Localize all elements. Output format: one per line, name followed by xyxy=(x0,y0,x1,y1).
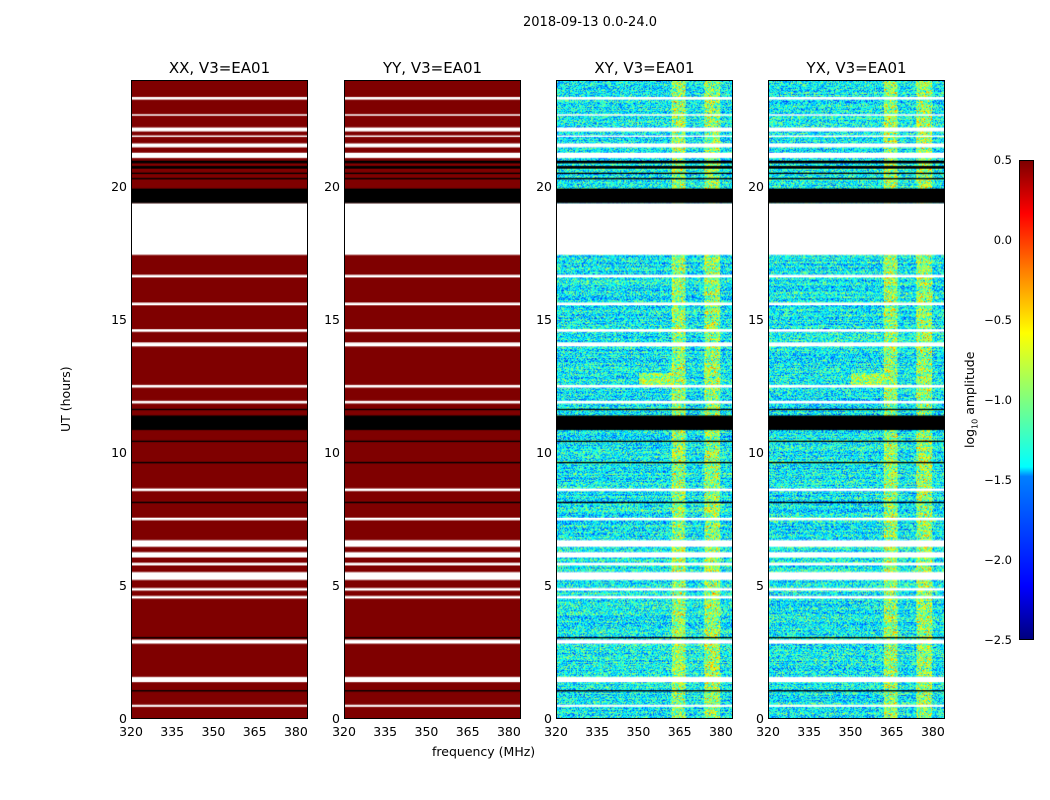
y-tick-label: 0 xyxy=(119,711,127,726)
x-tick-label: 365 xyxy=(667,724,692,739)
x-tick-label: 350 xyxy=(626,724,651,739)
y-tick-label: 5 xyxy=(119,577,127,593)
x-tick-label: 365 xyxy=(879,724,904,739)
y-tick-label: 15 xyxy=(111,311,127,327)
heatmap-cells xyxy=(132,81,307,718)
y-tick-label: 15 xyxy=(536,311,552,327)
x-tick-label: 320 xyxy=(544,724,568,739)
y-tick-label: 20 xyxy=(536,178,552,194)
y-tick-label: 0 xyxy=(544,711,552,726)
panel-title: YX, V3=EA01 xyxy=(806,59,907,77)
colorbar-tick-label: 0.5 xyxy=(993,153,1012,167)
y-tick-label: 5 xyxy=(332,577,340,593)
y-tick-label: 10 xyxy=(111,444,127,460)
x-tick-label: 350 xyxy=(414,724,439,739)
x-tick-label: 380 xyxy=(283,724,308,739)
heatmap-cells xyxy=(557,81,732,718)
x-tick-label: 335 xyxy=(373,724,398,739)
colorbar-tick-label: −1.0 xyxy=(984,393,1012,407)
x-tick-label: 335 xyxy=(160,724,185,739)
panel-title: YY, V3=EA01 xyxy=(382,59,483,77)
y-tick-label: 20 xyxy=(111,178,127,194)
x-tick-label: 320 xyxy=(119,724,143,739)
y-tick-label: 0 xyxy=(756,711,764,726)
x-tick-label: 365 xyxy=(455,724,480,739)
heatmap-panel xyxy=(344,80,521,719)
x-tick-label: 365 xyxy=(242,724,267,739)
colorbar-label: log10 amplitude xyxy=(962,351,980,448)
x-tick-label: 380 xyxy=(496,724,521,739)
colorbar-tick-label: −2.0 xyxy=(984,553,1012,567)
x-axis-label: frequency (MHz) xyxy=(432,744,536,759)
y-tick-label: 15 xyxy=(748,311,764,327)
colorbar xyxy=(1019,160,1034,640)
y-tick-label: 0 xyxy=(332,711,340,726)
panel-title: XX, V3=EA01 xyxy=(168,59,271,77)
x-tick-label: 380 xyxy=(708,724,733,739)
heatmap-cells xyxy=(345,81,520,718)
heatmap-panel xyxy=(768,80,945,719)
y-tick-label: 15 xyxy=(324,311,340,327)
y-tick-label: 10 xyxy=(748,444,764,460)
y-tick-label: 5 xyxy=(756,577,764,593)
x-tick-label: 380 xyxy=(920,724,945,739)
colorbar-tick-label: −0.5 xyxy=(984,313,1012,327)
heatmap-panel xyxy=(556,80,733,719)
colorbar-tick-label: −1.5 xyxy=(984,473,1012,487)
colorbar-tick-label: −2.5 xyxy=(984,633,1012,647)
colorbar-tick-label: 0.0 xyxy=(993,233,1012,247)
y-axis-label: UT (hours) xyxy=(58,366,73,432)
x-tick-label: 350 xyxy=(201,724,226,739)
x-tick-label: 320 xyxy=(756,724,780,739)
y-tick-label: 20 xyxy=(324,178,340,194)
y-tick-label: 10 xyxy=(536,444,552,460)
panel-title: XY, V3=EA01 xyxy=(594,59,695,77)
y-tick-label: 10 xyxy=(324,444,340,460)
y-tick-label: 5 xyxy=(544,577,552,593)
x-tick-label: 350 xyxy=(838,724,863,739)
figure-title: 2018-09-13 0.0-24.0 xyxy=(523,15,657,30)
y-tick-label: 20 xyxy=(748,178,764,194)
heatmap-panel xyxy=(131,80,308,719)
x-tick-label: 335 xyxy=(797,724,822,739)
x-tick-label: 335 xyxy=(585,724,610,739)
x-tick-label: 320 xyxy=(332,724,356,739)
heatmap-cells xyxy=(769,81,944,718)
